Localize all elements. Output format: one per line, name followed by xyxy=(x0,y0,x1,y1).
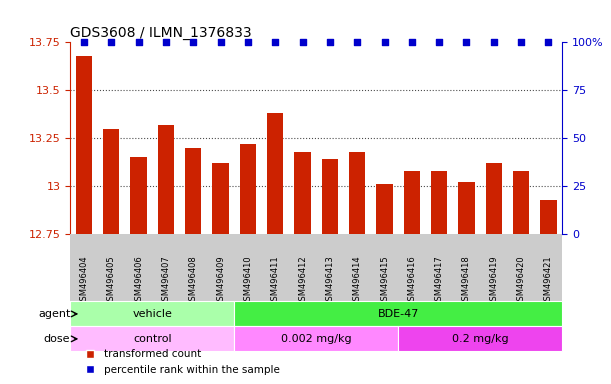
Text: GDS3608 / ILMN_1376833: GDS3608 / ILMN_1376833 xyxy=(70,26,252,40)
Bar xyxy=(486,163,502,234)
Bar xyxy=(376,184,393,234)
Bar xyxy=(540,200,557,234)
Text: agent: agent xyxy=(38,309,70,319)
Point xyxy=(434,39,444,45)
Text: vehicle: vehicle xyxy=(133,309,172,319)
Bar xyxy=(234,301,562,326)
Bar xyxy=(76,56,92,234)
Bar xyxy=(349,152,365,234)
Point xyxy=(489,39,499,45)
Point xyxy=(134,39,144,45)
Point xyxy=(325,39,335,45)
Bar xyxy=(513,171,529,234)
Bar xyxy=(70,326,234,351)
Point xyxy=(243,39,253,45)
Point xyxy=(353,39,362,45)
Bar xyxy=(70,301,234,326)
Bar xyxy=(185,148,202,234)
Point xyxy=(79,39,89,45)
Text: dose: dose xyxy=(44,334,70,344)
Point xyxy=(544,39,554,45)
Point xyxy=(270,39,280,45)
Bar xyxy=(103,129,120,234)
Bar xyxy=(240,144,256,234)
Point xyxy=(216,39,225,45)
Point xyxy=(161,39,171,45)
Bar xyxy=(158,125,174,234)
Text: 0.002 mg/kg: 0.002 mg/kg xyxy=(281,334,351,344)
Bar xyxy=(321,159,338,234)
Bar xyxy=(213,163,229,234)
Bar xyxy=(458,182,475,234)
Point xyxy=(461,39,471,45)
Point xyxy=(188,39,198,45)
Point xyxy=(379,39,389,45)
Bar xyxy=(398,326,562,351)
Text: control: control xyxy=(133,334,172,344)
Bar xyxy=(404,171,420,234)
Text: 0.2 mg/kg: 0.2 mg/kg xyxy=(452,334,508,344)
Point xyxy=(298,39,307,45)
Point xyxy=(516,39,526,45)
Bar xyxy=(234,326,398,351)
Bar xyxy=(431,171,447,234)
Bar xyxy=(130,157,147,234)
Legend: transformed count, percentile rank within the sample: transformed count, percentile rank withi… xyxy=(76,345,284,379)
Point xyxy=(106,39,116,45)
Bar xyxy=(295,152,311,234)
Text: BDE-47: BDE-47 xyxy=(378,309,419,319)
Bar xyxy=(267,113,284,234)
Point xyxy=(407,39,417,45)
